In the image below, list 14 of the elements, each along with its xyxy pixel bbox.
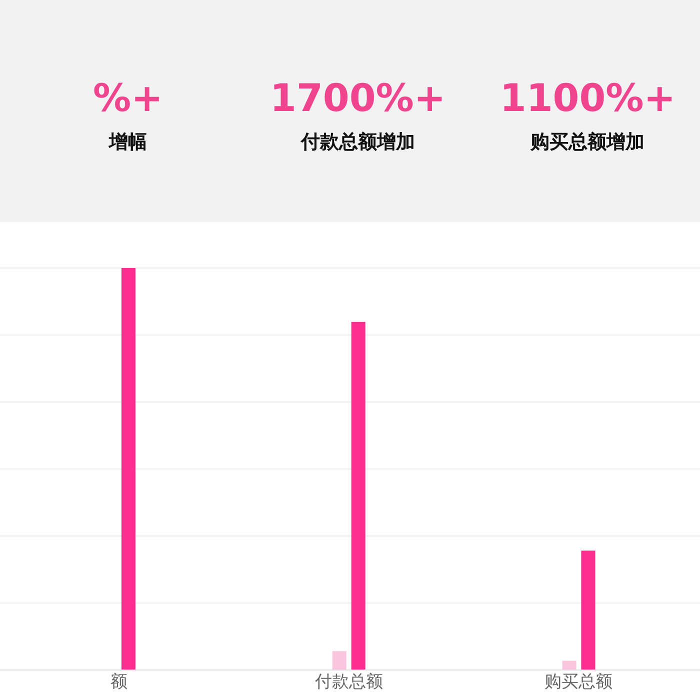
- bar: [332, 651, 346, 670]
- text: 购买总额增加: [530, 130, 645, 155]
- text: %+: [93, 76, 163, 120]
- x-tick-label: 额: [110, 672, 128, 692]
- bar: [351, 322, 366, 670]
- bar: [121, 268, 136, 670]
- x-tick-label: 付款总额: [314, 672, 383, 692]
- text: 增幅: [108, 130, 147, 155]
- text: 付款总额增加: [300, 130, 415, 155]
- bar: [562, 660, 576, 670]
- text: 1100%+: [500, 76, 676, 120]
- text: 1700%+: [270, 76, 446, 120]
- x-tick-label: 购买总额: [544, 672, 613, 692]
- bar: [581, 550, 596, 670]
